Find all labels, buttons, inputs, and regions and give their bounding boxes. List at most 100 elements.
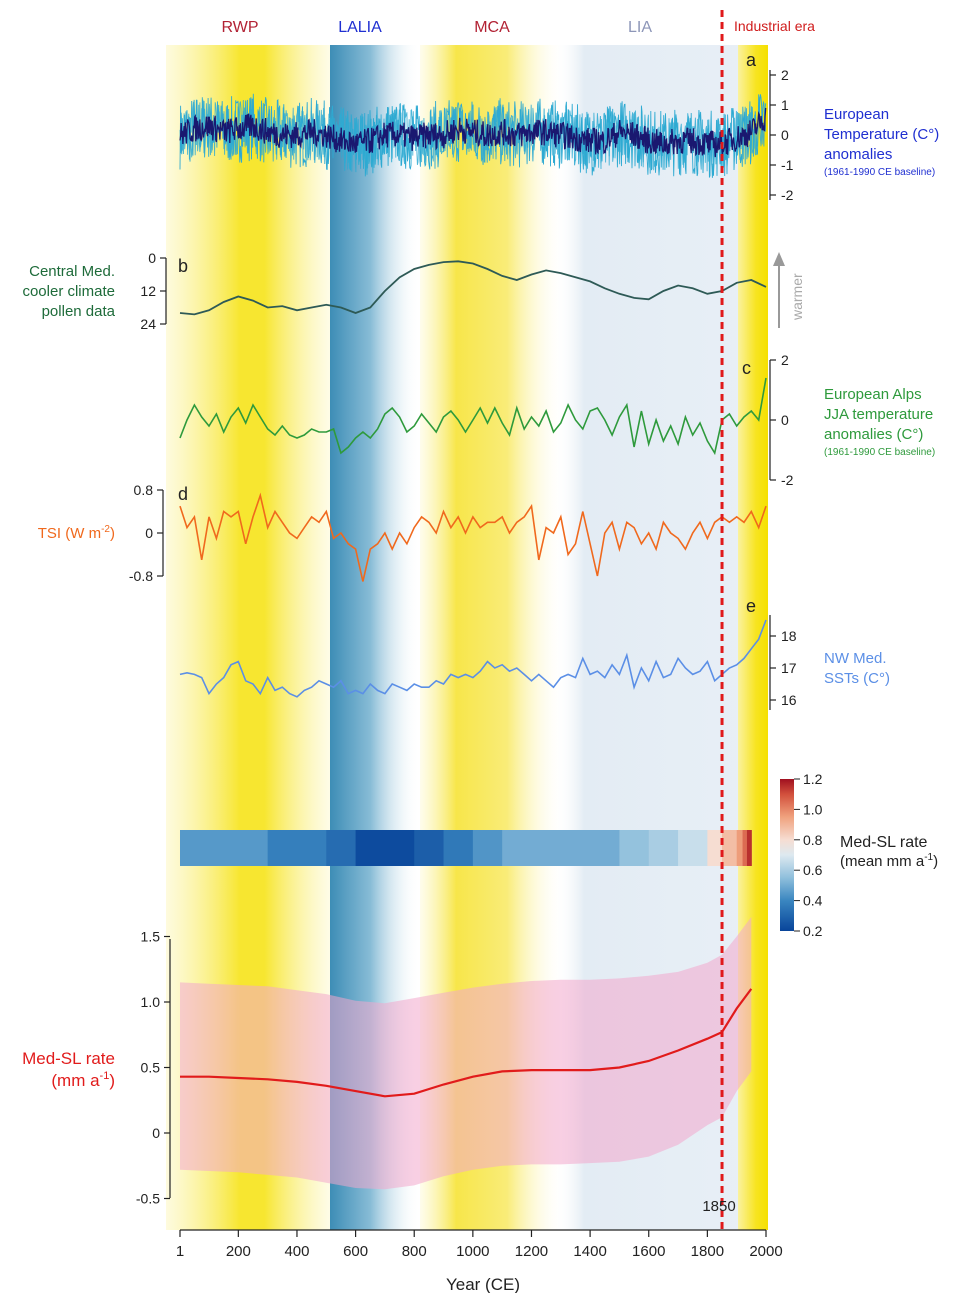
panel-a-label-3: anomalies: [824, 146, 892, 163]
tsi-line: [179, 492, 767, 582]
strip-bin: [472, 830, 503, 866]
e-tick-label: 16: [781, 692, 797, 708]
a-tick-label: 0: [781, 127, 789, 143]
panel-e-sst: 18 17 16: [179, 615, 797, 710]
f-tick-label: 1.5: [141, 929, 161, 945]
period-label-industrial: Industrial era: [734, 18, 815, 34]
panel-letter-e: e: [746, 596, 756, 616]
strip-bin: [746, 830, 752, 866]
med-sl-uncertainty-band: [180, 916, 752, 1190]
panel-b-labels: b Central Med. cooler climate pollen dat…: [22, 256, 805, 321]
sst-line: [179, 619, 767, 698]
panel-letter-b: b: [178, 256, 188, 276]
colorbar-tick-label: 1.2: [803, 771, 823, 787]
panel-c-label-3: anomalies (C°): [824, 426, 923, 443]
strip-bin: [742, 830, 748, 866]
period-label-lalia: LALIA: [338, 19, 382, 36]
panel-e-labels: e NW Med. SSTs (C°): [746, 596, 890, 687]
alps-temperature-line: [179, 377, 767, 456]
marker-1850-label: 1850: [702, 1198, 735, 1215]
x-axis-tick-label: 600: [343, 1243, 368, 1260]
strip-bin: [678, 830, 708, 866]
x-axis-tick-label: 1: [176, 1243, 184, 1260]
pollen-line: [179, 260, 767, 316]
strip-bin: [267, 830, 327, 866]
panel-d-tsi: 0.8 0 -0.8: [129, 482, 767, 584]
panel-letter-d: d: [178, 484, 188, 504]
panel-d-label: TSI (W m-2): [38, 524, 115, 542]
panel-f-med-sl-rate: 1.5 1.0 0.5 0 -0.5: [136, 916, 753, 1207]
x-axis-tick-label: 1200: [515, 1243, 548, 1260]
colorbar-tick-label: 0.2: [803, 923, 823, 939]
period-label-rwp: RWP: [221, 19, 258, 36]
b-tick-label: 24: [140, 316, 156, 332]
panel-b-label-3: pollen data: [42, 303, 116, 320]
industrial-marker: 1850: [702, 10, 736, 1232]
warmer-label: warmer: [789, 273, 805, 321]
e-tick-label: 17: [781, 660, 797, 676]
warmer-arrow: [773, 252, 785, 328]
strip-bin: [736, 830, 744, 866]
f-tick-label: -0.5: [136, 1191, 160, 1207]
panel-e-label-2: SSTs (C°): [824, 670, 890, 687]
strip-bin: [707, 830, 723, 866]
strip-bin: [326, 830, 357, 866]
f-tick-label: 0: [152, 1125, 160, 1141]
colorbar-tick-label: 1.0: [803, 801, 823, 817]
a-tick-label: 2: [781, 67, 789, 83]
c-tick-label: 0: [781, 412, 789, 428]
panel-c-baseline: (1961-1990 CE baseline): [824, 447, 935, 458]
strip-bin: [619, 830, 650, 866]
panel-b-label-2: cooler climate: [22, 283, 115, 300]
panel-b-pollen: 0 12 24: [140, 250, 767, 332]
d-tick-label: 0: [145, 525, 153, 541]
colorbar-ticks: 1.2 1.0 0.8 0.6 0.4 0.2: [794, 771, 823, 939]
x-axis-tick-label: 2000: [749, 1243, 782, 1260]
x-axis-tick-label: 800: [402, 1243, 427, 1260]
panel-c-label-1: European Alps: [824, 386, 922, 403]
panel-letter-a: a: [746, 50, 757, 70]
x-axis: 1 200 400 600 800 1000 1200 1400 1600 1800 2000: [176, 1229, 783, 1260]
x-axis-title: Year (CE): [446, 1275, 520, 1293]
d-tick-label: 0.8: [134, 482, 154, 498]
d-tick-label: -0.8: [129, 568, 153, 584]
colorbar-title: Med-SL rate: [840, 834, 928, 851]
panel-e-label-1: NW Med.: [824, 650, 887, 667]
period-label-mca: MCA: [474, 19, 510, 36]
med-sl-rate-strip: [180, 830, 752, 866]
panel-f-label-1: Med-SL rate: [22, 1049, 115, 1068]
strip-bin: [443, 830, 474, 866]
strip-bin: [414, 830, 445, 866]
panel-letter-c: c: [742, 358, 751, 378]
warmer-arrow-head: [773, 252, 785, 266]
x-axis-tick-label: 1400: [573, 1243, 606, 1260]
colorbar-subtitle: (mean mm a-1): [840, 852, 938, 870]
panel-a-label-1: European: [824, 106, 889, 123]
colorbar-tick-label: 0.6: [803, 862, 823, 878]
panel-b-label-1: Central Med.: [29, 263, 115, 280]
x-axis-tick-label: 400: [284, 1243, 309, 1260]
strip-bin: [648, 830, 679, 866]
panel-f-label-2: (mm a-1): [51, 1070, 115, 1090]
panel-d-labels: d TSI (W m-2): [38, 484, 188, 542]
a-tick-label: -2: [781, 187, 794, 203]
strip-bin: [355, 830, 415, 866]
colorbar: 1.2 1.0 0.8 0.6 0.4 0.2 Med-SL rate (mean mm …: [780, 771, 938, 939]
b-tick-label: 0: [148, 250, 156, 266]
period-label-lia: LIA: [628, 19, 652, 36]
e-tick-label: 18: [781, 628, 797, 644]
colorbar-tick-label: 0.8: [803, 832, 823, 848]
strip-bin: [722, 830, 738, 866]
a-tick-label: 1: [781, 97, 789, 113]
panel-a-label-2: Temperature (C°): [824, 126, 939, 143]
panel-c-labels: c European Alps JJA temperature anomalie…: [742, 358, 935, 458]
x-axis-tick-label: 200: [226, 1243, 251, 1260]
med-sl-mean-line: [180, 988, 753, 1098]
colorbar-ramp: [780, 779, 794, 931]
colorbar-tick-label: 0.4: [803, 893, 823, 909]
c-tick-label: -2: [781, 472, 794, 488]
panel-c-label-2: JJA temperature: [824, 406, 933, 423]
panel-a-baseline: (1961-1990 CE baseline): [824, 167, 935, 178]
c-tick-label: 2: [781, 352, 789, 368]
x-axis-tick-label: 1000: [456, 1243, 489, 1260]
